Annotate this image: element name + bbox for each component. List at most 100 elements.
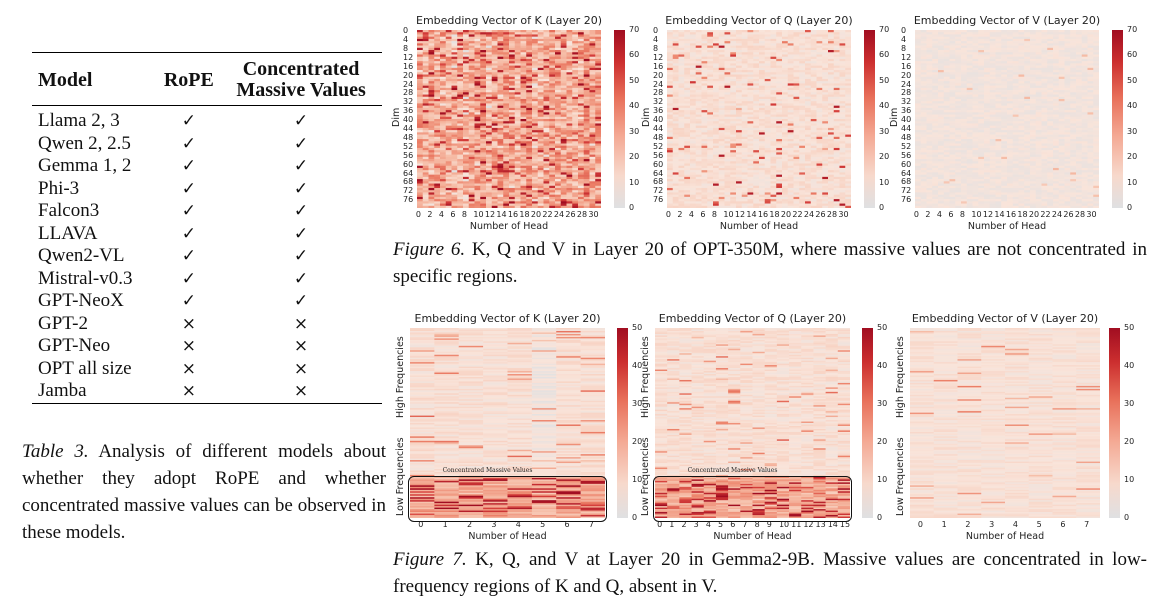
heatmap-cell xyxy=(741,192,748,195)
heatmap-cell xyxy=(463,187,470,191)
heatmap-cell xyxy=(770,165,777,169)
heatmap-cell xyxy=(417,103,424,106)
heatmap-cell xyxy=(509,165,516,169)
heatmap-cell xyxy=(503,167,510,171)
heatmap-cell xyxy=(457,156,464,160)
heatmap-cell xyxy=(672,92,679,95)
heatmap-cell xyxy=(560,43,567,46)
heatmap-cell xyxy=(782,92,789,95)
heatmap-cell xyxy=(417,190,424,193)
heatmap-cell xyxy=(480,65,487,69)
heatmap-cell xyxy=(578,83,585,86)
heatmap-cell xyxy=(718,85,725,89)
heatmap-cell xyxy=(578,167,585,171)
heatmap-cell xyxy=(787,70,794,73)
heatmap-cell xyxy=(810,147,817,151)
heatmap-cell xyxy=(440,52,447,55)
heatmap-cell xyxy=(491,47,498,51)
heatmap-cell xyxy=(549,167,556,171)
heatmap-cell xyxy=(810,54,817,57)
heatmap-cell xyxy=(747,83,754,86)
heatmap-cell xyxy=(532,201,539,204)
heatmap-cell xyxy=(730,165,737,169)
heatmap-cell xyxy=(678,143,685,146)
heatmap-cell xyxy=(509,179,516,182)
heatmap-cell xyxy=(782,63,789,66)
y-tick-label: 4 xyxy=(403,35,409,44)
heatmap-cell xyxy=(776,38,783,42)
heatmap-cell xyxy=(828,87,835,91)
heatmap-cell xyxy=(422,190,429,193)
heatmap-cell xyxy=(678,196,685,200)
heatmap-cell xyxy=(793,107,800,111)
heatmap-cell xyxy=(422,56,429,60)
heatmap-cell xyxy=(457,141,464,144)
heatmap-cell xyxy=(672,56,679,60)
heatmap-cell xyxy=(497,36,504,40)
heatmap-cell xyxy=(578,156,585,160)
heatmap-cell xyxy=(578,70,585,73)
heatmap-cell xyxy=(787,32,794,35)
heatmap-cell xyxy=(509,145,516,149)
heatmap-cell xyxy=(532,159,539,162)
heatmap-cell xyxy=(566,152,573,155)
heatmap-cell xyxy=(434,114,441,118)
heatmap-cell xyxy=(776,123,783,126)
heatmap-cell xyxy=(747,61,754,64)
heatmap-cell xyxy=(828,181,835,184)
heatmap-cell xyxy=(747,143,754,146)
heatmap-cell xyxy=(753,90,760,93)
heatmap-cell xyxy=(497,187,504,191)
heatmap-cell xyxy=(417,78,424,82)
heatmap-cell xyxy=(695,161,702,164)
heatmap-cell xyxy=(747,203,754,207)
heatmap-cell xyxy=(566,30,573,33)
heatmap-cell xyxy=(782,147,789,151)
heatmap-cell xyxy=(457,105,464,109)
heatmap-cell xyxy=(701,172,708,175)
heatmap-cell xyxy=(468,147,475,151)
heatmap-cell xyxy=(667,114,674,118)
heatmap-cell xyxy=(822,112,829,115)
heatmap-cell xyxy=(764,81,771,84)
heatmap-cell xyxy=(707,36,714,40)
heatmap-cell xyxy=(486,181,493,184)
heatmap-cell xyxy=(741,196,748,200)
heatmap-cell xyxy=(486,98,493,102)
heatmap-cell xyxy=(672,190,679,193)
heatmap-cell xyxy=(578,190,585,193)
heatmap-cell xyxy=(474,203,481,207)
heatmap-cell xyxy=(463,94,470,98)
heatmap-cell xyxy=(667,30,674,33)
heatmap-cell xyxy=(434,45,441,49)
heatmap-cell xyxy=(480,50,487,53)
heatmap-cell xyxy=(572,103,579,106)
heatmap-cell xyxy=(503,43,510,46)
heatmap-cell xyxy=(747,63,754,66)
heatmap-cell xyxy=(526,121,533,124)
heatmap-cell xyxy=(810,165,817,169)
heatmap-cell xyxy=(741,134,748,138)
heatmap-cell xyxy=(532,130,539,133)
heatmap-cell xyxy=(549,154,556,158)
heatmap-cell xyxy=(776,96,783,100)
heatmap-cell xyxy=(787,85,794,89)
heatmap-cell xyxy=(805,41,812,44)
heatmap-cell xyxy=(422,70,429,73)
heatmap-cell xyxy=(810,130,817,133)
heatmap-cell xyxy=(678,187,685,191)
heatmap-cell xyxy=(741,139,748,142)
heatmap-cell xyxy=(695,152,702,155)
heatmap-cell xyxy=(695,61,702,64)
heatmap-cell xyxy=(787,107,794,111)
heatmap-cell xyxy=(701,45,708,49)
heatmap-cell xyxy=(770,107,777,111)
heatmap-cell xyxy=(526,103,533,106)
heatmap-cell xyxy=(684,101,691,104)
heatmap-cell xyxy=(589,92,596,95)
heatmap-cell xyxy=(764,36,771,40)
heatmap-cell xyxy=(451,67,458,71)
heatmap-cell xyxy=(793,123,800,126)
heatmap-cell xyxy=(532,176,539,180)
heatmap-cell xyxy=(822,174,829,178)
